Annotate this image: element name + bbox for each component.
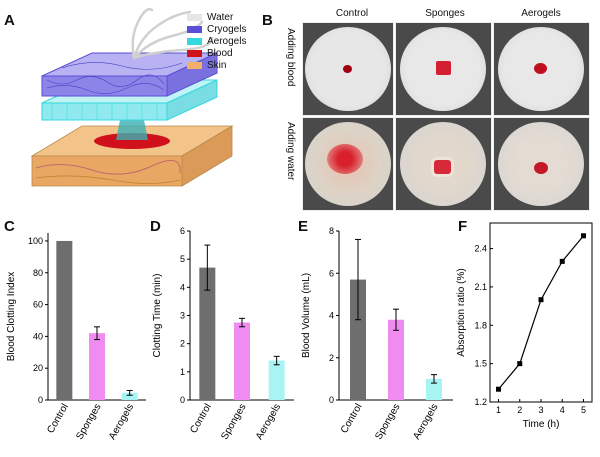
y-tick-label: 5 [180, 254, 185, 264]
bar-aerogels [426, 378, 442, 400]
x-tick-label: 5 [581, 405, 586, 415]
panel-label-a: A [4, 12, 15, 29]
data-point [496, 386, 501, 392]
blood-drop [343, 65, 352, 73]
x-tick-label: 4 [560, 405, 565, 415]
x-tick-label: 3 [538, 405, 543, 415]
skin-swatch [187, 62, 202, 69]
blood-aerogel [534, 162, 548, 174]
x-category-label: Aerogels [411, 402, 440, 442]
legend-item-water: Water [187, 12, 233, 23]
legend-item-skin: Skin [187, 60, 226, 71]
y-tick-label: 1.2 [474, 397, 487, 407]
clotting-time-chart: 0 1 2 3 4 5 6 Clotting Time (min) Control Sponges… [152, 226, 294, 442]
y-tick-label: 8 [329, 226, 334, 236]
photo-control-blood [302, 22, 394, 116]
panel-label-d: D [150, 218, 161, 235]
y-tick-label: 100 [28, 236, 43, 246]
column-header-sponges: Sponges [425, 8, 465, 19]
y-tick-label: 80 [33, 268, 43, 278]
y-tick-label: 40 [33, 331, 43, 341]
bar-sponges [388, 319, 404, 400]
y-tick-label: 1 [180, 367, 185, 377]
x-category-label: Control [339, 402, 365, 435]
y-tick-label: 0 [329, 395, 334, 405]
photo-aerogels-blood [493, 22, 590, 116]
x-tick-label: 2 [517, 405, 522, 415]
absorption-ratio-chart: 1.2 1.5 1.8 2.1 2.4 1 2 3 4 5 Absorption ratio (%)… [456, 222, 593, 430]
column-header-control: Control [335, 8, 369, 19]
blood-sponge [434, 160, 451, 174]
blood-swatch [187, 50, 202, 57]
y-tick-label: 2 [180, 339, 185, 349]
y-axis-label: Clotting Time (min) [152, 274, 163, 358]
photo-sponges-blood [395, 22, 492, 116]
y-tick-label: 1.8 [474, 320, 487, 330]
blood-clotting-index-chart: 0 20 40 60 80 100 Blood Clotting Index Control S… [6, 233, 146, 442]
y-axis-label: Blood Clotting Index [6, 272, 17, 362]
y-tick-label: 4 [329, 311, 334, 321]
blood-aerogel [534, 63, 547, 74]
y-tick-label: 1.5 [474, 359, 487, 369]
legend-item-aerogels: Aerogels [187, 36, 246, 47]
bar-control [199, 267, 216, 400]
photo-sponges-water [395, 117, 492, 211]
panel-label-c: C [4, 218, 15, 235]
y-tick-label: 2.1 [474, 282, 487, 292]
panel-label-b: B [262, 12, 273, 29]
bar-control [56, 240, 73, 400]
bar-sponges [89, 333, 105, 400]
x-category-label: Sponges [373, 402, 402, 442]
aerogels-swatch [187, 38, 202, 45]
legend-item-blood: Blood [187, 48, 233, 59]
y-tick-label: 4 [180, 282, 185, 292]
x-axis-label: Time (h) [523, 419, 560, 430]
cryogels-swatch [187, 26, 202, 33]
y-tick-label: 6 [329, 268, 334, 278]
plot-frame [489, 222, 593, 403]
data-point [559, 258, 565, 264]
x-category-label: Aerogels [107, 402, 136, 442]
data-point [538, 297, 544, 303]
legend-item-cryogels: Cryogels [187, 24, 246, 35]
blood-sponge [436, 61, 451, 75]
y-tick-label: 2.4 [474, 244, 487, 254]
column-header-aerogels: Aerogels [521, 8, 561, 19]
y-tick-label: 0 [180, 395, 185, 405]
bar-aerogels [121, 392, 138, 400]
data-point [517, 361, 523, 367]
x-category-label: Control [45, 402, 71, 435]
y-tick-label: 6 [180, 226, 185, 236]
blood-volume-chart: 0 2 4 6 8 Blood Volume (mL) Control Sponges Aero… [301, 226, 453, 442]
y-axis-label: Absorption ratio (%) [456, 268, 467, 356]
photo-control-water [302, 117, 394, 211]
bar-sponges [234, 322, 250, 400]
y-tick-label: 0 [38, 395, 43, 405]
bar-aerogels [268, 360, 285, 400]
series-line [498, 235, 584, 390]
row-label-adding-water: Adding water [285, 122, 296, 181]
y-axis-label: Blood Volume (mL) [301, 273, 312, 358]
data-point [581, 233, 586, 239]
y-tick-label: 20 [33, 363, 43, 373]
x-category-label: Aerogels [254, 402, 283, 442]
water-swatch [187, 14, 202, 21]
x-category-label: Control [188, 402, 214, 435]
y-tick-label: 2 [329, 353, 334, 363]
panel-label-e: E [298, 218, 309, 235]
x-category-label: Sponges [219, 402, 248, 442]
schematic-illustration [30, 8, 234, 187]
photo-aerogels-water [493, 117, 590, 211]
x-category-label: Sponges [74, 402, 103, 442]
y-tick-label: 3 [180, 311, 185, 321]
row-label-adding-blood: Adding blood [285, 28, 296, 87]
blood-spread [327, 144, 363, 174]
bar-control [350, 279, 366, 400]
panel-label-f: F [458, 218, 468, 235]
x-tick-label: 1 [496, 405, 501, 415]
y-tick-label: 60 [33, 300, 43, 310]
